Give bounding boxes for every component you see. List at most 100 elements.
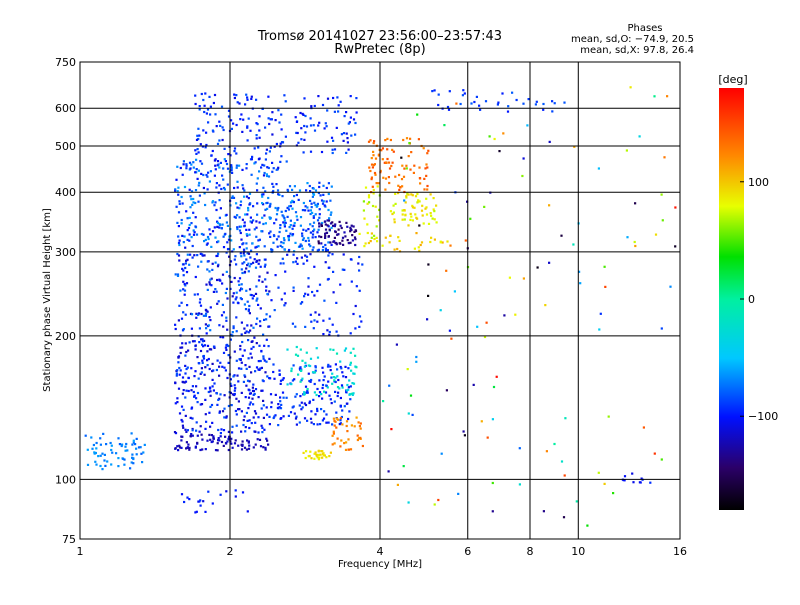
data-point (309, 245, 312, 248)
data-point (317, 240, 320, 243)
data-point (265, 318, 268, 321)
data-point (246, 139, 249, 142)
y-tick-label: 300 (55, 246, 76, 259)
data-point (293, 250, 296, 253)
data-point (352, 382, 356, 385)
data-point (211, 378, 214, 381)
data-point (177, 241, 181, 245)
data-point (230, 165, 233, 168)
data-point (233, 186, 236, 190)
data-point (273, 377, 276, 380)
data-point (254, 292, 258, 295)
data-point (265, 173, 268, 176)
data-point (322, 454, 325, 457)
data-point (251, 386, 254, 389)
data-point (120, 444, 123, 448)
data-point (281, 378, 284, 381)
data-point (340, 367, 343, 370)
data-point (279, 400, 282, 403)
data-point (199, 252, 202, 255)
data-point (315, 347, 318, 350)
data-point (181, 420, 184, 423)
data-point (496, 103, 499, 106)
data-point (222, 325, 225, 328)
data-point (181, 376, 185, 379)
data-point (221, 174, 224, 177)
data-point (397, 192, 400, 195)
data-point (176, 369, 179, 372)
data-point (253, 258, 256, 261)
data-point (403, 167, 406, 170)
data-point (205, 283, 208, 286)
data-point (329, 451, 332, 454)
stats-line-x: mean, sd,X: 97.8, 26.4 (580, 45, 694, 56)
data-point (334, 390, 337, 393)
data-point (340, 384, 344, 387)
data-point (578, 270, 581, 273)
data-point (209, 170, 212, 173)
data-point (235, 424, 238, 427)
data-point (307, 228, 310, 231)
data-point (325, 200, 328, 203)
data-point (299, 216, 303, 219)
data-point (195, 138, 199, 141)
data-point (192, 201, 195, 204)
data-point (233, 215, 236, 218)
data-point (392, 211, 395, 214)
data-point (267, 196, 270, 200)
data-point (322, 319, 325, 322)
data-point (323, 299, 326, 302)
data-point (228, 235, 231, 238)
data-point (320, 199, 324, 202)
data-point (240, 238, 243, 241)
data-point (250, 262, 253, 266)
data-point (255, 322, 258, 326)
data-point (209, 329, 212, 332)
data-point (293, 378, 296, 381)
data-point (255, 220, 258, 223)
data-point (204, 366, 207, 369)
data-point (294, 260, 297, 263)
data-point (329, 398, 332, 401)
data-point (312, 221, 316, 224)
data-point (212, 101, 215, 105)
data-point (353, 372, 356, 375)
data-point (337, 228, 340, 231)
data-point (339, 283, 342, 286)
data-point (184, 262, 187, 265)
data-point (242, 242, 245, 245)
data-point (243, 446, 247, 449)
data-point (195, 158, 198, 161)
data-point (321, 383, 325, 387)
data-point (292, 261, 295, 264)
data-point (312, 423, 315, 426)
data-point (406, 368, 409, 371)
data-point (230, 127, 233, 130)
data-point (186, 446, 189, 449)
data-point (323, 390, 326, 393)
data-point (327, 208, 330, 212)
data-point (331, 443, 334, 446)
data-point (374, 157, 378, 160)
data-point (197, 169, 200, 172)
data-point (314, 311, 317, 314)
data-point (277, 193, 280, 196)
data-point (250, 249, 253, 252)
data-point (245, 167, 248, 170)
data-point (221, 365, 224, 368)
data-point (243, 415, 246, 418)
data-point (188, 239, 191, 242)
data-point (341, 236, 345, 239)
data-point (295, 345, 298, 349)
data-point (269, 118, 272, 121)
data-point (284, 100, 287, 103)
data-point (299, 366, 302, 369)
data-point (305, 351, 308, 354)
data-point (225, 348, 228, 351)
data-point (303, 97, 306, 100)
data-point (221, 303, 224, 306)
data-point (234, 489, 237, 492)
data-point (218, 365, 221, 368)
data-point (210, 434, 213, 437)
